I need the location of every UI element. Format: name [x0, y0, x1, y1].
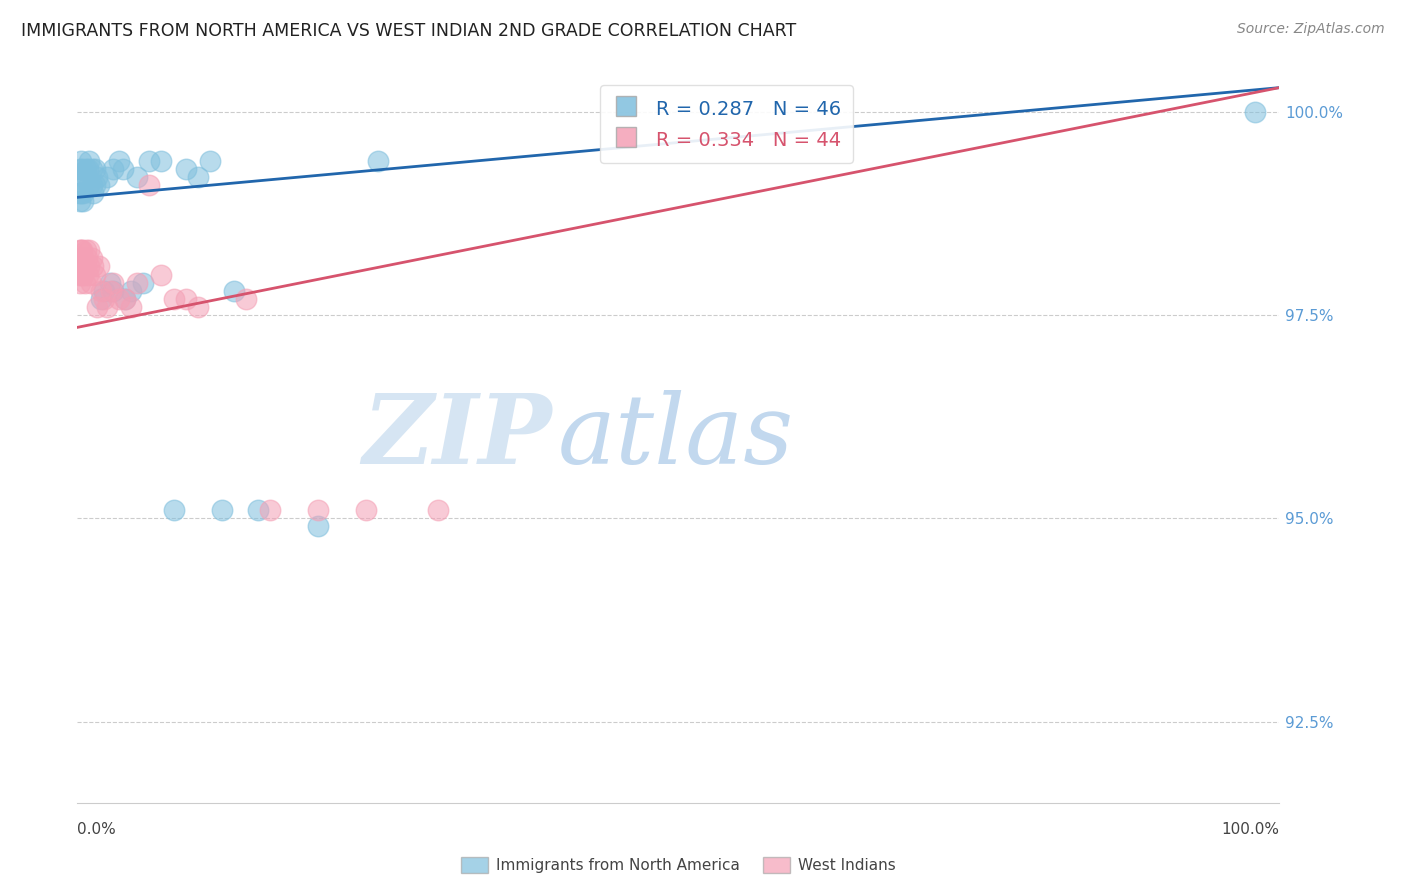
Point	[70, 161, 93, 176]
Text: 0.0%: 0.0%	[77, 822, 117, 837]
Point	[70, 186, 93, 201]
Point	[132, 276, 155, 290]
Point	[69, 276, 91, 290]
Point	[72, 252, 94, 266]
Point	[138, 178, 160, 193]
Legend: Immigrants from North America, West Indians: Immigrants from North America, West Indi…	[456, 851, 901, 880]
Point	[75, 161, 97, 176]
Point	[108, 153, 131, 168]
Point	[84, 161, 107, 176]
Point	[246, 503, 269, 517]
Point	[103, 284, 125, 298]
Point	[211, 503, 233, 517]
Point	[73, 169, 96, 184]
Point	[187, 169, 209, 184]
Point	[93, 292, 115, 306]
Point	[80, 178, 103, 193]
Point	[120, 284, 142, 298]
Point	[108, 292, 131, 306]
Point	[70, 260, 93, 274]
Point	[79, 153, 101, 168]
Point	[70, 178, 93, 193]
Point	[103, 276, 125, 290]
Text: Source: ZipAtlas.com: Source: ZipAtlas.com	[1237, 22, 1385, 37]
Point	[73, 260, 96, 274]
Point	[72, 194, 94, 209]
Point	[90, 292, 112, 306]
Point	[120, 300, 142, 314]
Point	[103, 161, 125, 176]
Point	[127, 276, 149, 290]
Point	[114, 292, 136, 306]
Point	[75, 243, 97, 257]
Point	[198, 153, 221, 168]
Point	[72, 268, 94, 282]
Point	[70, 243, 93, 257]
Point	[87, 260, 110, 274]
Point	[77, 268, 100, 282]
Point	[76, 169, 98, 184]
Point	[96, 300, 118, 314]
Point	[98, 276, 121, 290]
Text: 100.0%: 100.0%	[1222, 822, 1279, 837]
Point	[69, 243, 91, 257]
Point	[127, 169, 149, 184]
Point	[82, 186, 104, 201]
Point	[307, 519, 329, 533]
Point	[114, 292, 136, 306]
Point	[84, 178, 107, 193]
Point	[222, 284, 245, 298]
Point	[138, 153, 160, 168]
Point	[69, 194, 91, 209]
Point	[76, 252, 98, 266]
Point	[86, 169, 108, 184]
Point	[70, 153, 93, 168]
Point	[1244, 105, 1267, 120]
Point	[87, 178, 110, 193]
Text: IMMIGRANTS FROM NORTH AMERICA VS WEST INDIAN 2ND GRADE CORRELATION CHART: IMMIGRANTS FROM NORTH AMERICA VS WEST IN…	[21, 22, 796, 40]
Point	[72, 186, 94, 201]
Point	[73, 276, 96, 290]
Point	[111, 161, 134, 176]
Point	[80, 161, 103, 176]
Point	[259, 503, 281, 517]
Text: ZIP: ZIP	[363, 390, 553, 484]
Point	[354, 503, 377, 517]
Point	[307, 503, 329, 517]
Point	[77, 161, 100, 176]
Point	[90, 284, 112, 298]
Point	[70, 268, 93, 282]
Point	[66, 260, 89, 274]
Point	[69, 260, 91, 274]
Point	[93, 284, 115, 298]
Point	[235, 292, 257, 306]
Point	[79, 276, 101, 290]
Point	[100, 284, 122, 298]
Point	[86, 300, 108, 314]
Point	[174, 161, 197, 176]
Text: atlas: atlas	[558, 390, 794, 484]
Point	[187, 300, 209, 314]
Point	[96, 169, 118, 184]
Point	[69, 161, 91, 176]
Point	[67, 186, 90, 201]
Point	[67, 252, 90, 266]
Point	[162, 503, 184, 517]
Point	[427, 503, 450, 517]
Point	[79, 178, 101, 193]
Point	[70, 243, 93, 257]
Point	[79, 243, 101, 257]
Point	[67, 268, 90, 282]
Point	[150, 153, 173, 168]
Point	[367, 153, 389, 168]
Point	[79, 260, 101, 274]
Point	[150, 268, 173, 282]
Point	[82, 260, 104, 274]
Point	[84, 268, 107, 282]
Point	[80, 252, 103, 266]
Point	[174, 292, 197, 306]
Point	[162, 292, 184, 306]
